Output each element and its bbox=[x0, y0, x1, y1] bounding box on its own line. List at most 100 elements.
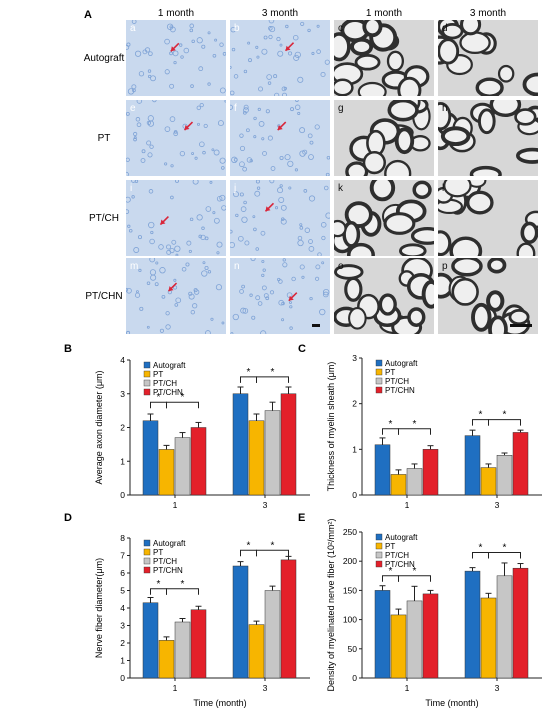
nerve-fiber-profile bbox=[175, 297, 182, 304]
nerve-fiber-profile bbox=[126, 330, 131, 334]
nerve-fiber-profile bbox=[194, 156, 198, 160]
nerve-fiber-profile bbox=[315, 264, 321, 270]
scale-bar-icon bbox=[312, 324, 320, 327]
nerve-fiber-profile bbox=[260, 330, 267, 334]
nerve-fiber-profile bbox=[287, 160, 294, 167]
column-header: 1 month bbox=[366, 8, 402, 19]
myelinated-axon bbox=[362, 20, 383, 38]
myelinated-axon bbox=[421, 280, 434, 309]
nerve-fiber-profile bbox=[308, 195, 316, 202]
nerve-fiber-profile bbox=[257, 301, 263, 306]
bar bbox=[264, 590, 281, 679]
red-arrow-head-icon bbox=[184, 125, 190, 131]
bar bbox=[232, 565, 249, 679]
tile-letter: a bbox=[130, 23, 136, 34]
nerve-fiber-profile bbox=[126, 196, 131, 203]
myelinated-axon bbox=[412, 180, 432, 200]
nerve-fiber-profile bbox=[155, 261, 159, 265]
nerve-fiber-profile bbox=[126, 157, 130, 162]
bar bbox=[480, 467, 497, 496]
row-label: Autograft bbox=[84, 53, 125, 64]
myelinated-axon bbox=[438, 38, 460, 65]
panel-label: E bbox=[298, 512, 305, 524]
nerve-fiber-profile bbox=[261, 48, 268, 55]
y-tick-label: 7 bbox=[120, 551, 125, 561]
myelinated-axon bbox=[334, 32, 351, 62]
nerve-fiber-profile bbox=[326, 156, 330, 160]
nerve-fiber-profile bbox=[294, 104, 301, 110]
significance-bracket bbox=[166, 401, 199, 409]
nerve-fiber-profile bbox=[230, 65, 232, 69]
nerve-fiber-profile bbox=[192, 303, 198, 309]
nerve-fiber-profile bbox=[233, 191, 239, 198]
nerve-fiber-profile bbox=[308, 246, 315, 252]
legend-label: PT/CHN bbox=[385, 386, 415, 395]
nerve-fiber-profile bbox=[314, 276, 320, 281]
nerve-fiber-profile bbox=[319, 308, 326, 316]
nerve-fiber-profile bbox=[239, 192, 244, 197]
legend-label: PT/CH bbox=[153, 557, 177, 566]
nerve-fiber-profile bbox=[164, 69, 170, 75]
nerve-fiber-profile bbox=[247, 41, 251, 45]
tem-micrograph-tile bbox=[334, 258, 434, 334]
nerve-fiber-profile bbox=[166, 249, 172, 255]
y-axis-label: Density of myelinated nerve fiber (10²/m… bbox=[326, 518, 336, 691]
x-tick-label: 3 bbox=[495, 683, 500, 693]
bar bbox=[512, 567, 529, 679]
nerve-fiber-profile bbox=[261, 259, 265, 264]
significance-mark: * bbox=[503, 542, 507, 553]
nerve-fiber-profile bbox=[244, 240, 250, 246]
tile-letter: p bbox=[442, 261, 448, 272]
nerve-fiber-profile bbox=[317, 252, 322, 256]
nerve-fiber-profile bbox=[299, 150, 306, 157]
myelinated-axon bbox=[477, 108, 496, 135]
panel-label: C bbox=[298, 343, 306, 355]
nerve-fiber-profile bbox=[289, 326, 293, 330]
chart-e: E 0 50 100 150 200 250 Density of myelinated ne… bbox=[298, 512, 542, 708]
nerve-fiber-profile bbox=[278, 279, 283, 284]
nerve-fiber-profile bbox=[170, 26, 176, 33]
significance-mark: * bbox=[181, 579, 185, 590]
nerve-fiber-profile bbox=[325, 212, 330, 219]
bar bbox=[142, 602, 159, 679]
nerve-fiber-profile bbox=[299, 127, 306, 134]
nerve-fiber-profile bbox=[173, 285, 178, 290]
nerve-fiber-profile bbox=[280, 218, 287, 225]
nerve-fiber-profile bbox=[269, 290, 275, 295]
nerve-fiber-profile bbox=[146, 281, 151, 285]
nerve-fiber-profile bbox=[263, 35, 268, 40]
nerve-fiber-profile bbox=[164, 162, 168, 166]
nerve-fiber-profile bbox=[221, 321, 225, 325]
myelinated-axon bbox=[508, 308, 530, 326]
nerve-fiber-profile bbox=[207, 82, 211, 86]
x-tick-label: 1 bbox=[173, 500, 178, 510]
nerve-fiber-profile bbox=[255, 295, 261, 301]
myelinated-axon bbox=[410, 226, 434, 245]
nerve-fiber-profile bbox=[193, 288, 198, 293]
nerve-fiber-profile bbox=[213, 217, 220, 224]
x-axis-label: Time (month) bbox=[425, 698, 478, 708]
tile-background bbox=[126, 100, 226, 176]
bar bbox=[232, 393, 249, 496]
myelinated-axon bbox=[397, 76, 422, 96]
nerve-fiber-profile bbox=[170, 164, 174, 168]
nerve-fiber-profile bbox=[241, 284, 245, 289]
bar bbox=[496, 455, 513, 496]
nerve-fiber-profile bbox=[268, 26, 273, 31]
y-tick-label: 3 bbox=[120, 621, 125, 631]
y-axis-label: Thickness of myelin sheath (μm) bbox=[326, 362, 336, 492]
significance-bracket bbox=[488, 551, 521, 559]
legend-swatch bbox=[143, 379, 151, 387]
nerve-fiber-profile bbox=[278, 196, 285, 203]
legend-swatch bbox=[143, 388, 151, 396]
nerve-fiber-profile bbox=[190, 310, 196, 315]
red-arrow-head-icon bbox=[160, 219, 166, 225]
nerve-fiber-profile bbox=[216, 241, 223, 248]
x-tick-label: 1 bbox=[173, 683, 178, 693]
tile-background bbox=[230, 180, 330, 256]
nerve-fiber-profile bbox=[166, 244, 172, 250]
significance-bracket bbox=[256, 549, 289, 557]
nerve-fiber-profile bbox=[196, 37, 203, 44]
nerve-fiber-profile bbox=[202, 150, 206, 155]
legend-label: Autograft bbox=[153, 361, 186, 370]
